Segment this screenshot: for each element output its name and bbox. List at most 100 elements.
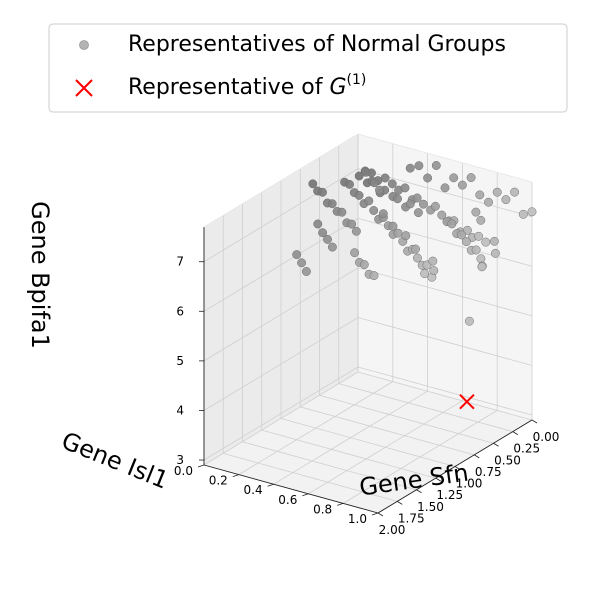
normal-group-point xyxy=(369,271,379,281)
x-grid-floor xyxy=(319,394,494,444)
normal-group-point xyxy=(518,209,528,219)
normal-group-point xyxy=(447,219,457,229)
normal-group-point xyxy=(527,207,537,217)
y-axis-ticks: 0.0 0.2 0.4 0.6 0.8 1.0 xyxy=(174,464,379,526)
normal-group-point xyxy=(423,173,433,183)
x-tick-label: 1.25 xyxy=(436,488,463,502)
z-axis-label: Gene Bpifa1 xyxy=(26,201,54,349)
normal-group-point xyxy=(337,207,347,217)
normal-group-point xyxy=(375,185,384,195)
normal-group-point xyxy=(418,199,428,209)
y-tick-mark xyxy=(197,464,205,468)
x-tick-label: 1.75 xyxy=(398,511,425,525)
top-edge-left xyxy=(203,133,359,228)
normal-group-point xyxy=(318,228,328,238)
normal-group-point xyxy=(420,269,430,279)
x-axis-ticks: 0.000.250.500.751.001.251.501.752.00 xyxy=(377,419,559,537)
normal-group-point xyxy=(484,197,493,207)
data-points xyxy=(292,161,537,410)
legend-label-g1: Representative of G(1) xyxy=(128,72,366,100)
x-tick-mark xyxy=(531,419,538,424)
normal-group-point xyxy=(400,183,410,193)
normal-group-point xyxy=(440,183,450,193)
x-grid-floor xyxy=(223,452,398,502)
y-tick-mark xyxy=(302,493,309,497)
normal-group-point xyxy=(354,190,364,200)
normal-group-point xyxy=(369,206,379,215)
top-edge-right xyxy=(357,133,533,183)
x-tick-label: 0.25 xyxy=(513,442,540,456)
normal-group-point xyxy=(354,171,364,181)
normal-group-point xyxy=(431,161,441,170)
normal-group-point xyxy=(308,179,318,189)
y-tick-mark xyxy=(371,512,379,516)
z-grid-line xyxy=(203,317,533,411)
normal-group-point xyxy=(413,208,423,218)
x-grid-floor xyxy=(338,383,513,433)
legend-box xyxy=(48,23,568,113)
x-grid-floor xyxy=(280,418,456,467)
normal-group-point xyxy=(492,187,502,197)
x-tick-mark xyxy=(474,454,480,459)
axis-panes xyxy=(204,134,532,513)
normal-group-point xyxy=(429,266,439,276)
y-tick-label: 0.8 xyxy=(313,502,332,516)
normal-group-point xyxy=(412,253,422,263)
normal-group-point xyxy=(359,260,369,270)
y-grid-floor xyxy=(238,381,394,475)
normal-group-point xyxy=(393,194,402,204)
normal-group-point xyxy=(323,234,332,244)
normal-group-point xyxy=(490,248,500,258)
y-grid-floor xyxy=(342,410,498,504)
normal-group-point xyxy=(471,207,481,217)
normal-group-point xyxy=(476,254,486,264)
normal-group-point xyxy=(401,231,411,241)
x-grid-floor xyxy=(242,441,417,491)
normal-group-point xyxy=(481,237,491,247)
normal-group-point xyxy=(327,242,337,252)
normal-group-point xyxy=(292,250,302,260)
normal-group-point xyxy=(437,210,447,220)
normal-group-point xyxy=(301,267,311,276)
legend-marker-g1 xyxy=(75,79,93,97)
z-axis-ticks: 3 4 5 6 7 xyxy=(176,255,204,467)
normal-group-point xyxy=(466,173,476,183)
x-grid-floor xyxy=(300,406,475,456)
x-tick-mark xyxy=(416,489,422,494)
x-tick-label: 0.75 xyxy=(475,465,502,479)
normal-group-point xyxy=(471,245,481,255)
normal-group-point xyxy=(474,231,484,241)
z-grid-line xyxy=(203,366,533,461)
normal-group-point xyxy=(489,236,499,246)
y-grid-floor xyxy=(203,371,359,466)
normal-group-point xyxy=(393,228,403,238)
normal-group-point xyxy=(369,178,379,188)
normal-group-point xyxy=(430,201,440,211)
normal-group-point xyxy=(501,195,511,205)
normal-group-point xyxy=(405,199,415,209)
normal-group-point xyxy=(457,180,467,190)
normal-group-point xyxy=(477,262,487,272)
x-tick-label: 1.00 xyxy=(456,477,483,491)
normal-group-point xyxy=(297,258,307,268)
normal-group-point xyxy=(388,221,398,231)
z-tick-label: 4 xyxy=(176,403,184,417)
y-tick-mark xyxy=(232,474,239,477)
normal-group-point xyxy=(350,248,360,258)
normal-group-point xyxy=(476,215,486,225)
normal-group-point xyxy=(461,237,471,247)
normal-group-point xyxy=(428,256,438,266)
y-grid-floor xyxy=(308,400,463,495)
y-tick-label: 0.2 xyxy=(209,474,228,488)
g1-representative-point xyxy=(459,393,475,410)
grid-lines xyxy=(203,134,533,514)
y-tick-label: 1.0 xyxy=(348,512,367,526)
z-tick-label: 7 xyxy=(176,255,184,269)
normal-group-point xyxy=(405,163,415,173)
normal-group-point xyxy=(462,225,472,235)
normal-group-point xyxy=(449,173,459,183)
normal-group-point xyxy=(345,179,354,189)
normal-group-point xyxy=(378,209,388,219)
normal-group-point xyxy=(318,187,327,197)
x-grid-floor xyxy=(261,429,436,479)
